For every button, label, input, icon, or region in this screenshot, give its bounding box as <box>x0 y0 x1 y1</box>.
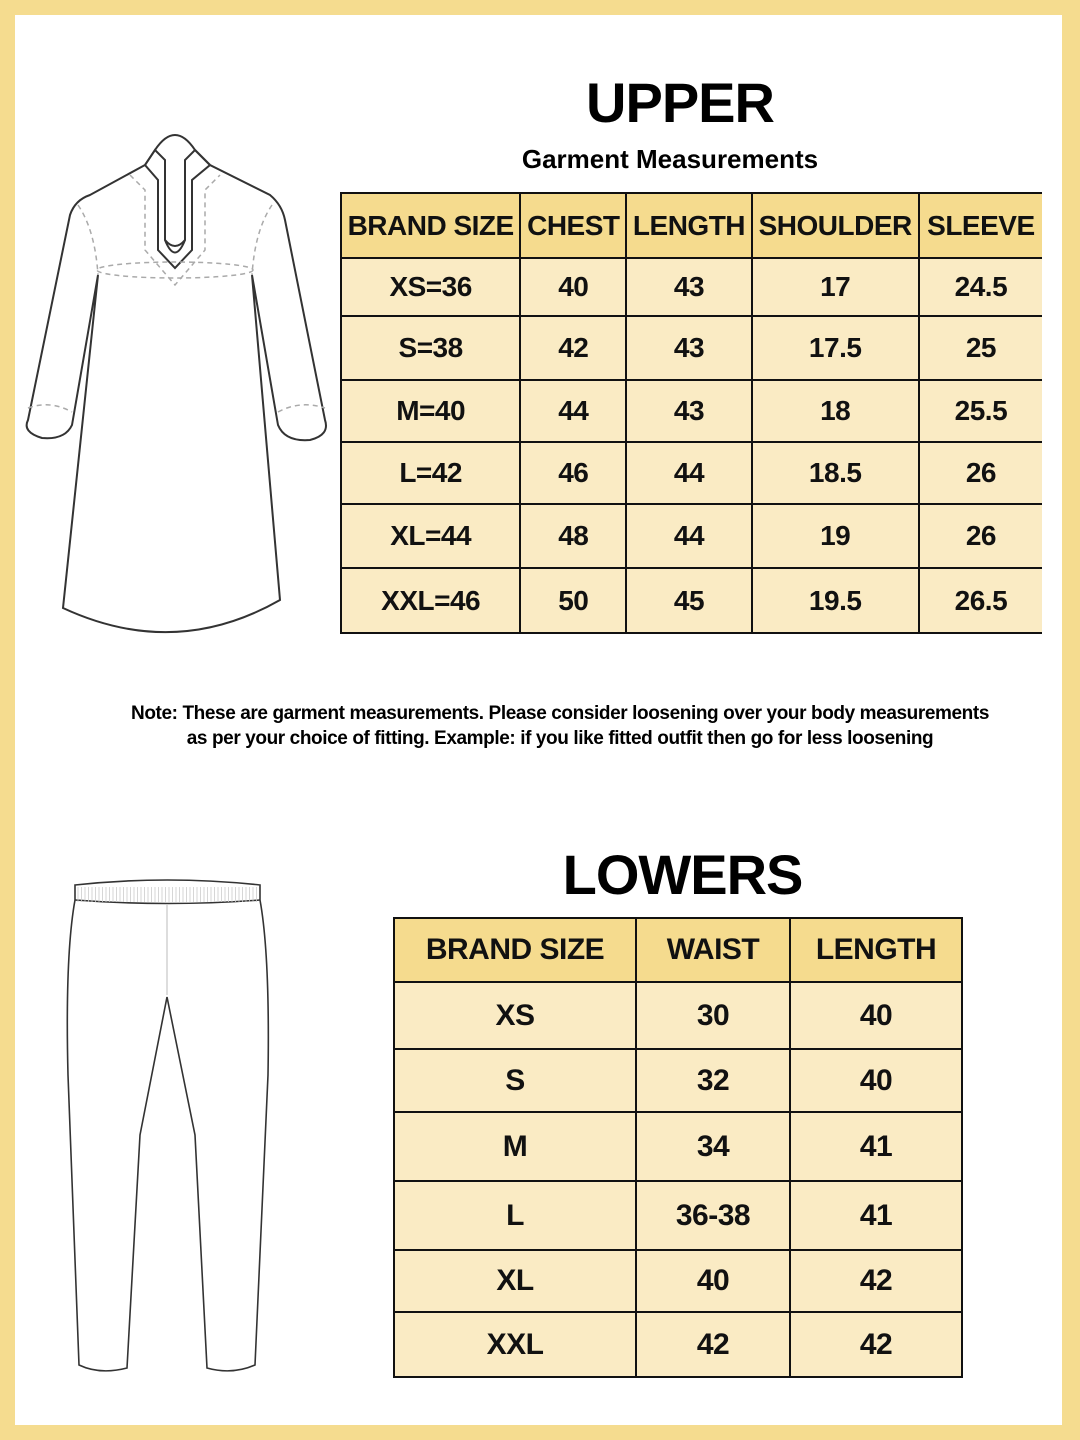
table-cell: 42 <box>519 315 628 381</box>
table-cell: 40 <box>789 981 963 1050</box>
table-cell: 25 <box>917 315 1042 381</box>
table-cell: 43 <box>625 315 753 381</box>
table-cell: XXL <box>393 1311 637 1378</box>
upper-subtitle: Garment Measurements <box>521 144 819 174</box>
table-cell: XL=44 <box>339 503 522 569</box>
column-header: WAIST <box>635 917 791 983</box>
table-cell: 36-38 <box>635 1180 791 1251</box>
table-cell: 26 <box>917 441 1042 505</box>
table-cell: 18.5 <box>750 441 920 505</box>
measurement-note: Note: These are garment measurements. Pl… <box>60 701 1060 751</box>
table-cell: L <box>393 1180 637 1251</box>
column-header: SLEEVE <box>917 192 1042 259</box>
table-row: XL 40 42 <box>393 1249 963 1313</box>
table-row: XL=44 48 44 19 26 <box>339 503 1042 569</box>
table-cell: L=42 <box>339 441 522 505</box>
table-cell: 44 <box>519 379 628 443</box>
column-header: LENGTH <box>625 192 753 259</box>
table-row: M 34 41 <box>393 1111 963 1182</box>
table-cell: XS=36 <box>339 257 522 317</box>
note-line-1: Note: These are garment measurements. Pl… <box>131 703 989 724</box>
column-header: BRAND SIZE <box>393 917 637 983</box>
lowers-size-table: BRAND SIZE WAIST LENGTH XS 30 40 S 32 40 M 34 41 L 3… <box>393 917 963 1378</box>
table-cell: 43 <box>625 257 753 317</box>
table-cell: 18 <box>750 379 920 443</box>
table-row: XS=36 40 43 17 24.5 <box>339 257 1042 317</box>
column-header: LENGTH <box>789 917 963 983</box>
lowers-title: LOWERS <box>562 843 804 906</box>
table-cell: 26 <box>917 503 1042 569</box>
table-cell: 45 <box>625 567 753 634</box>
table-cell: XS <box>393 981 637 1050</box>
table-cell: 48 <box>519 503 628 569</box>
table-row: S=38 42 43 17.5 25 <box>339 315 1042 381</box>
table-cell: 42 <box>789 1311 963 1378</box>
table-cell: 24.5 <box>917 257 1042 317</box>
table-cell: 17 <box>750 257 920 317</box>
table-cell: 41 <box>789 1180 963 1251</box>
table-cell: 46 <box>519 441 628 505</box>
table-row: L 36-38 41 <box>393 1180 963 1251</box>
table-row: XXL 42 42 <box>393 1311 963 1378</box>
table-cell: M <box>393 1111 637 1182</box>
note-line-2: as per your choice of fitting. Example: … <box>186 728 934 749</box>
table-cell: S=38 <box>339 315 522 381</box>
table-cell: 34 <box>635 1111 791 1182</box>
table-row: XS 30 40 <box>393 981 963 1050</box>
kurta-illustration <box>25 134 327 634</box>
lowers-header-row: BRAND SIZE WAIST LENGTH <box>393 917 963 983</box>
table-cell: 30 <box>635 981 791 1050</box>
table-cell: 40 <box>789 1048 963 1113</box>
table-cell: XXL=46 <box>339 567 522 634</box>
table-cell: 19.5 <box>750 567 920 634</box>
table-cell: 44 <box>625 503 753 569</box>
table-cell: 32 <box>635 1048 791 1113</box>
table-cell: XL <box>393 1249 637 1313</box>
table-cell: 50 <box>519 567 628 634</box>
table-cell: 42 <box>635 1311 791 1378</box>
table-row: XXL=46 50 45 19.5 26.5 <box>339 567 1042 634</box>
table-cell: 19 <box>750 503 920 569</box>
table-cell: 17.5 <box>750 315 920 381</box>
pants-illustration <box>66 879 270 1372</box>
column-header: CHEST <box>519 192 628 259</box>
table-cell: M=40 <box>339 379 522 443</box>
table-row: S 32 40 <box>393 1048 963 1113</box>
column-header: BRAND SIZE <box>339 192 522 259</box>
table-cell: 25.5 <box>917 379 1042 443</box>
column-header: SHOULDER <box>750 192 920 259</box>
table-row: L=42 46 44 18.5 26 <box>339 441 1042 505</box>
table-cell: 26.5 <box>917 567 1042 634</box>
table-cell: 42 <box>789 1249 963 1313</box>
table-cell: S <box>393 1048 637 1113</box>
upper-header-row: BRAND SIZE CHEST LENGTH SHOULDER SLEEVE <box>339 192 1042 259</box>
table-row: M=40 44 43 18 25.5 <box>339 379 1042 443</box>
upper-title: UPPER <box>586 71 775 134</box>
table-cell: 40 <box>635 1249 791 1313</box>
table-cell: 41 <box>789 1111 963 1182</box>
table-cell: 44 <box>625 441 753 505</box>
table-cell: 40 <box>519 257 628 317</box>
upper-size-table: BRAND SIZE CHEST LENGTH SHOULDER SLEEVE XS=3… <box>339 192 1042 634</box>
table-cell: 43 <box>625 379 753 443</box>
